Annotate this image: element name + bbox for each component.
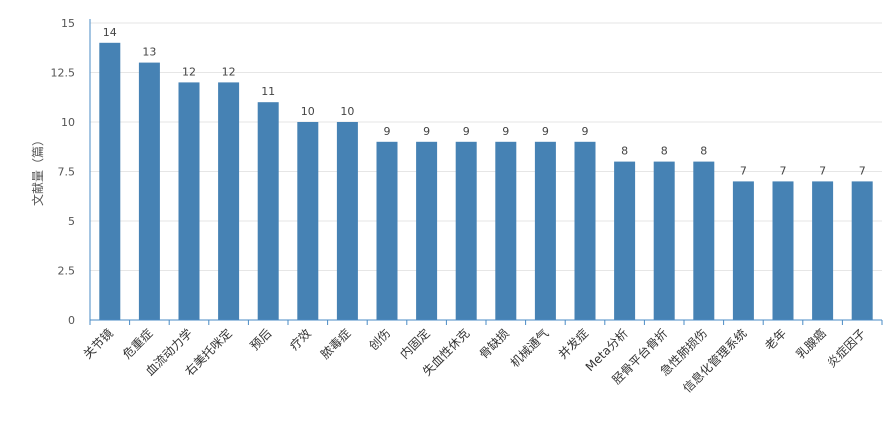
x-category-label: 炎症因子 [824, 326, 869, 371]
bar [732, 181, 754, 320]
x-category-label: 机械通气 [507, 326, 552, 371]
y-tick-label: 7.5 [58, 166, 76, 179]
bar [772, 181, 794, 320]
data-label: 7 [819, 164, 826, 177]
bar [574, 141, 596, 320]
data-label: 10 [340, 105, 354, 118]
y-tick-label: 0 [68, 314, 75, 327]
data-label: 10 [301, 105, 315, 118]
bar [851, 181, 873, 320]
bar [218, 82, 240, 321]
grid-layer [90, 22, 882, 271]
data-label: 13 [142, 46, 156, 59]
data-label: 8 [661, 145, 668, 158]
x-category-label: 关节镜 [80, 326, 116, 362]
bar [178, 82, 200, 321]
x-category-label: 乳腺癌 [793, 326, 829, 362]
data-label: 9 [542, 125, 549, 138]
data-label: 9 [582, 125, 589, 138]
data-label: 7 [780, 164, 787, 177]
data-label: 12 [182, 65, 196, 78]
data-label: 8 [621, 145, 628, 158]
data-label: 11 [261, 85, 275, 98]
bar [336, 122, 358, 320]
x-category-label: 骨缺损 [476, 326, 512, 362]
bar [297, 122, 319, 320]
bar [495, 141, 517, 320]
bar [812, 181, 834, 320]
x-category-label: 老年 [762, 326, 789, 353]
bar [376, 141, 398, 320]
y-tick-label: 15 [61, 17, 75, 30]
data-label: 8 [700, 145, 707, 158]
data-label: 9 [463, 125, 470, 138]
data-label: 7 [740, 164, 747, 177]
data-label: 9 [384, 125, 391, 138]
x-category-label: 并发症 [555, 326, 591, 362]
bar [534, 141, 556, 320]
axis-layer [89, 19, 883, 325]
bar [257, 102, 279, 320]
x-category-label: 危重症 [119, 326, 155, 362]
x-category-label: 脓毒症 [317, 326, 353, 362]
y-axis-title: 文献量（篇） [30, 134, 45, 206]
bar [614, 161, 636, 320]
y-tick-label: 5 [68, 215, 75, 228]
x-category-label: 创伤 [366, 326, 393, 353]
data-label: 7 [859, 164, 866, 177]
bar [416, 141, 438, 320]
bar [138, 62, 160, 320]
data-label: 14 [103, 26, 117, 39]
y-tick-label: 2.5 [58, 265, 76, 278]
bars-layer [99, 42, 873, 321]
x-category-label: 内固定 [397, 326, 433, 362]
y-tick-label: 10 [61, 116, 75, 129]
bar [693, 161, 715, 320]
data-label: 9 [423, 125, 430, 138]
x-category-label: 预后 [247, 326, 274, 353]
x-category-label: 疗效 [286, 326, 314, 354]
bar [455, 141, 477, 320]
bar [99, 42, 121, 321]
y-tick-label: 12.5 [51, 67, 76, 80]
bar [653, 161, 675, 320]
data-label: 12 [222, 65, 236, 78]
data-label: 9 [502, 125, 509, 138]
